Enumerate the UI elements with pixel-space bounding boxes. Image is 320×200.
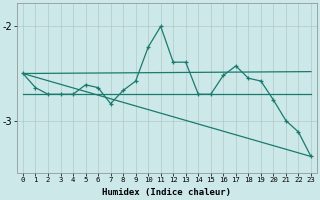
X-axis label: Humidex (Indice chaleur): Humidex (Indice chaleur)	[102, 188, 231, 197]
